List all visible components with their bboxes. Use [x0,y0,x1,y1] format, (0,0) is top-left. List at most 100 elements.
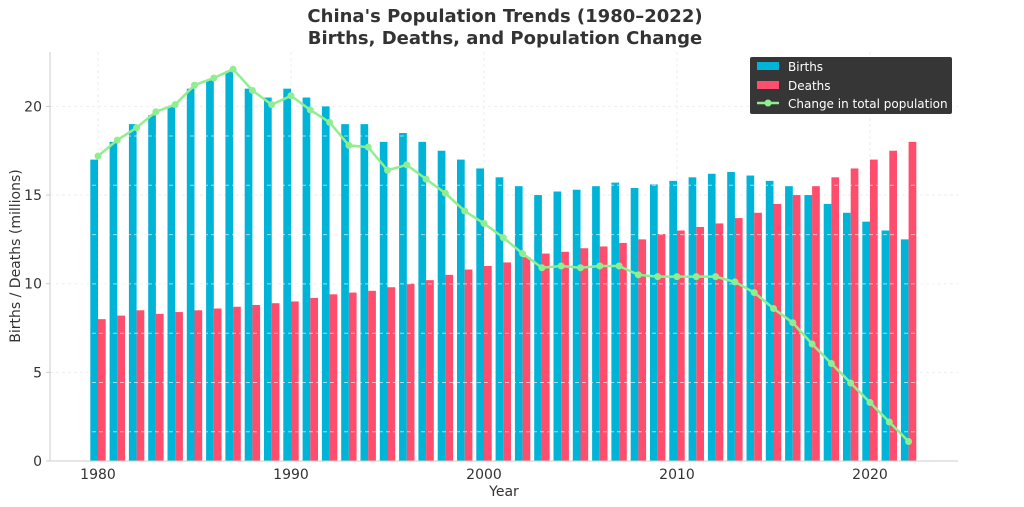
bar-births [862,221,870,461]
bar-deaths [406,283,415,461]
bar-births [302,97,311,461]
bar-deaths [136,310,145,461]
bar-births [553,191,562,461]
x-tick-label: 1980 [80,467,116,483]
y-tick-label: 5 [33,365,42,381]
bar-deaths [599,246,608,461]
y-tick-label: 15 [24,188,42,204]
bar-births [148,115,156,461]
bar-deaths [503,262,511,461]
point-change [248,86,256,94]
point-change [692,273,700,281]
bar-deaths [387,287,396,461]
bar-births [476,168,484,461]
point-change [345,141,353,149]
point-change [210,74,218,82]
point-change [808,340,816,348]
bar-deaths [677,230,685,461]
bar-births [418,141,427,462]
point-change [133,124,141,132]
point-change [268,101,276,109]
bar-births [881,230,890,461]
point-change [364,143,372,151]
point-change [287,92,295,100]
bar-deaths [657,234,666,461]
bar-births [707,173,716,462]
bar-births [572,189,581,461]
point-change [499,234,507,242]
y-tick-label: 10 [24,277,42,293]
bar-deaths [773,203,782,462]
bar-deaths [850,168,859,461]
bar-births [746,175,755,461]
bar-births [650,184,658,462]
bar-deaths [638,239,647,461]
bar-births [457,159,465,461]
bar-births [630,187,639,461]
bar-deaths [812,186,820,461]
legend-swatch-births [757,62,779,70]
bar-births [534,195,542,462]
bar-births [843,212,851,461]
bar-births [437,150,446,461]
bar-births [360,124,369,461]
bar-deaths [754,212,762,461]
point-change [519,250,527,258]
point-change [229,65,237,73]
bar-deaths [155,313,164,461]
bar-deaths [368,290,376,461]
bar-births [688,177,697,461]
bar-deaths [541,253,550,461]
x-axis-label: Year [488,484,519,500]
x-tick-label: 2020 [852,467,888,483]
point-change [847,379,855,387]
y-tick-label: 0 [33,454,42,470]
point-change [673,273,681,281]
bar-births [283,88,291,462]
bar-births [264,97,272,461]
x-tick-label: 2000 [466,467,502,483]
point-change [113,136,121,144]
point-change [191,81,198,89]
bar-births [128,124,137,461]
x-tick-label: 2010 [659,467,695,483]
point-change [557,262,565,270]
point-change [634,271,642,279]
bar-deaths [329,294,338,461]
bar-deaths [522,257,531,461]
bar-births [804,195,813,462]
point-change [615,262,623,270]
y-axis-label: Births / Deaths (millions) [8,169,24,342]
bar-deaths [889,150,897,461]
point-change [885,418,893,426]
y-tick-label: 20 [24,99,42,115]
bar-deaths [619,242,627,461]
bar-deaths [426,280,434,461]
bar-deaths [291,301,299,461]
bar-births [186,88,195,462]
bar-births [379,141,388,462]
point-change [750,289,758,297]
bar-births [785,186,793,461]
bar-deaths [194,310,203,461]
legend: Births Deaths Change in total population [750,57,952,114]
bar-deaths [464,269,473,461]
point-change [306,106,314,114]
point-change [384,166,391,174]
point-change [326,118,334,126]
bar-births [225,70,234,461]
bar-deaths [117,315,125,461]
point-change [577,264,584,272]
bar-deaths [233,306,241,461]
bar-deaths [715,223,724,461]
point-change [712,273,720,281]
bar-deaths [213,308,222,461]
bar-deaths [98,319,106,461]
legend-marker-change [764,99,772,107]
point-change [480,219,488,227]
point-change [866,398,874,406]
bar-deaths [175,312,183,461]
point-change [152,108,160,116]
chart-title: China's Population Trends (1980–2022) [307,6,703,27]
bar-deaths [561,251,569,461]
